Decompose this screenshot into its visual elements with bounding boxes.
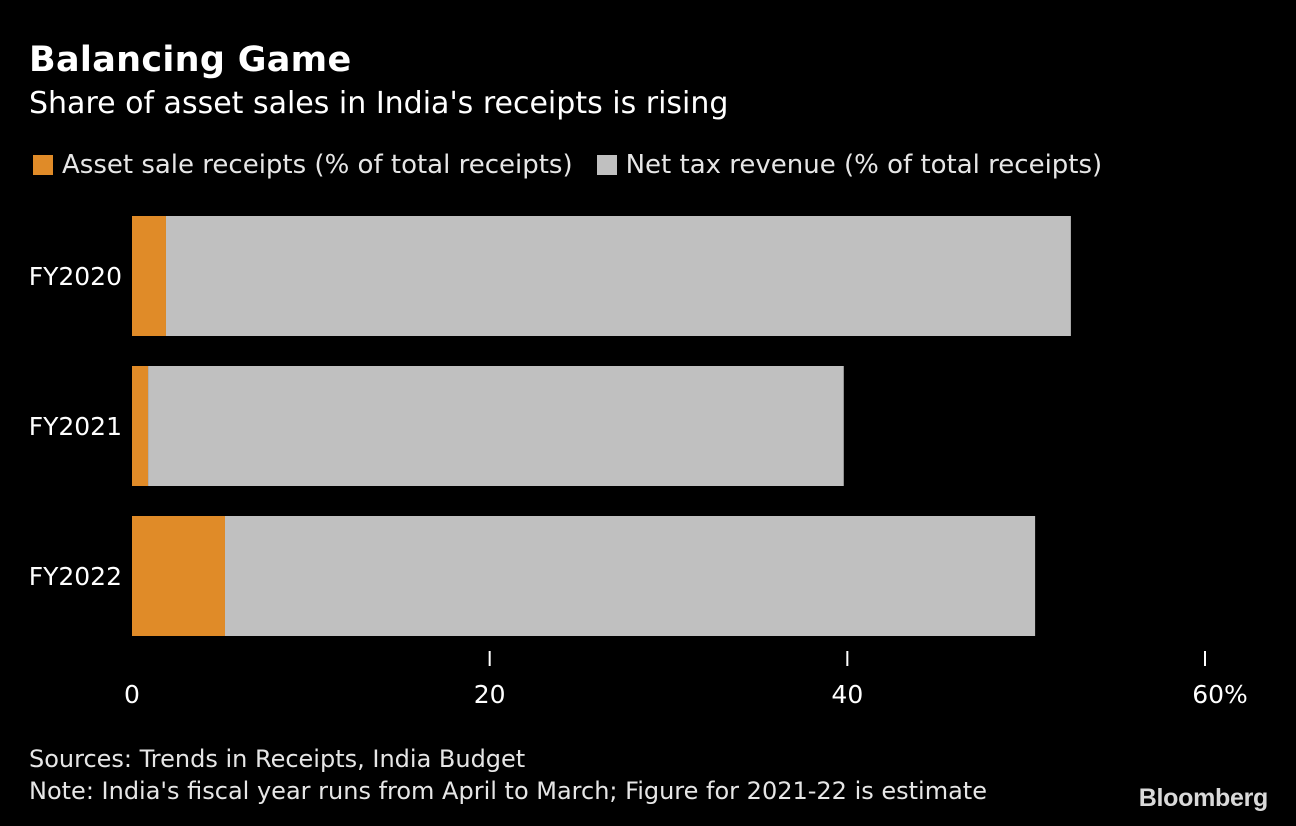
bar-fy2022-asset [132,516,225,636]
legend-item-asset: Asset sale receipts (% of total receipts… [33,150,573,180]
legend-label-asset: Asset sale receipts (% of total receipts… [62,150,573,180]
bar-fy2021-asset [132,366,149,486]
legend-label-tax: Net tax revenue (% of total receipts) [625,150,1103,180]
bar-fy2020-asset [132,216,166,336]
sources-text: Sources: Trends in Receipts, India Budge… [29,745,526,773]
legend-item-tax: Net tax revenue (% of total receipts) [596,150,1103,180]
chart-title: Balancing Game [29,40,352,80]
x-tick-label-40: 40 [831,680,863,709]
legend-swatch-asset [33,155,53,175]
x-tick-label-60: 60% [1192,680,1248,709]
bar-fy2021-tax [148,366,844,486]
category-label-fy2021: FY2021 [29,412,122,441]
bar-fy2022-tax [224,516,1036,636]
bloomberg-logo: Bloomberg [1138,784,1269,812]
note-text: Note: India's fiscal year runs from Apri… [29,777,987,805]
chart-subtitle: Share of asset sales in India's receipts… [29,86,729,121]
x-tick-label-20: 20 [474,680,506,709]
legend-swatch-tax [596,155,617,175]
bar-chart: FY2020 FY2021 FY2022 0 20 40 60% [29,216,1248,709]
category-label-fy2020: FY2020 [29,262,122,291]
x-tick-label-0: 0 [124,680,140,709]
footer-notes: Sources: Trends in Receipts, India Budge… [29,743,987,807]
legend: Asset sale receipts (% of total receipts… [33,150,1126,180]
bar-fy2020-tax [165,216,1071,336]
category-label-fy2022: FY2022 [29,562,122,591]
